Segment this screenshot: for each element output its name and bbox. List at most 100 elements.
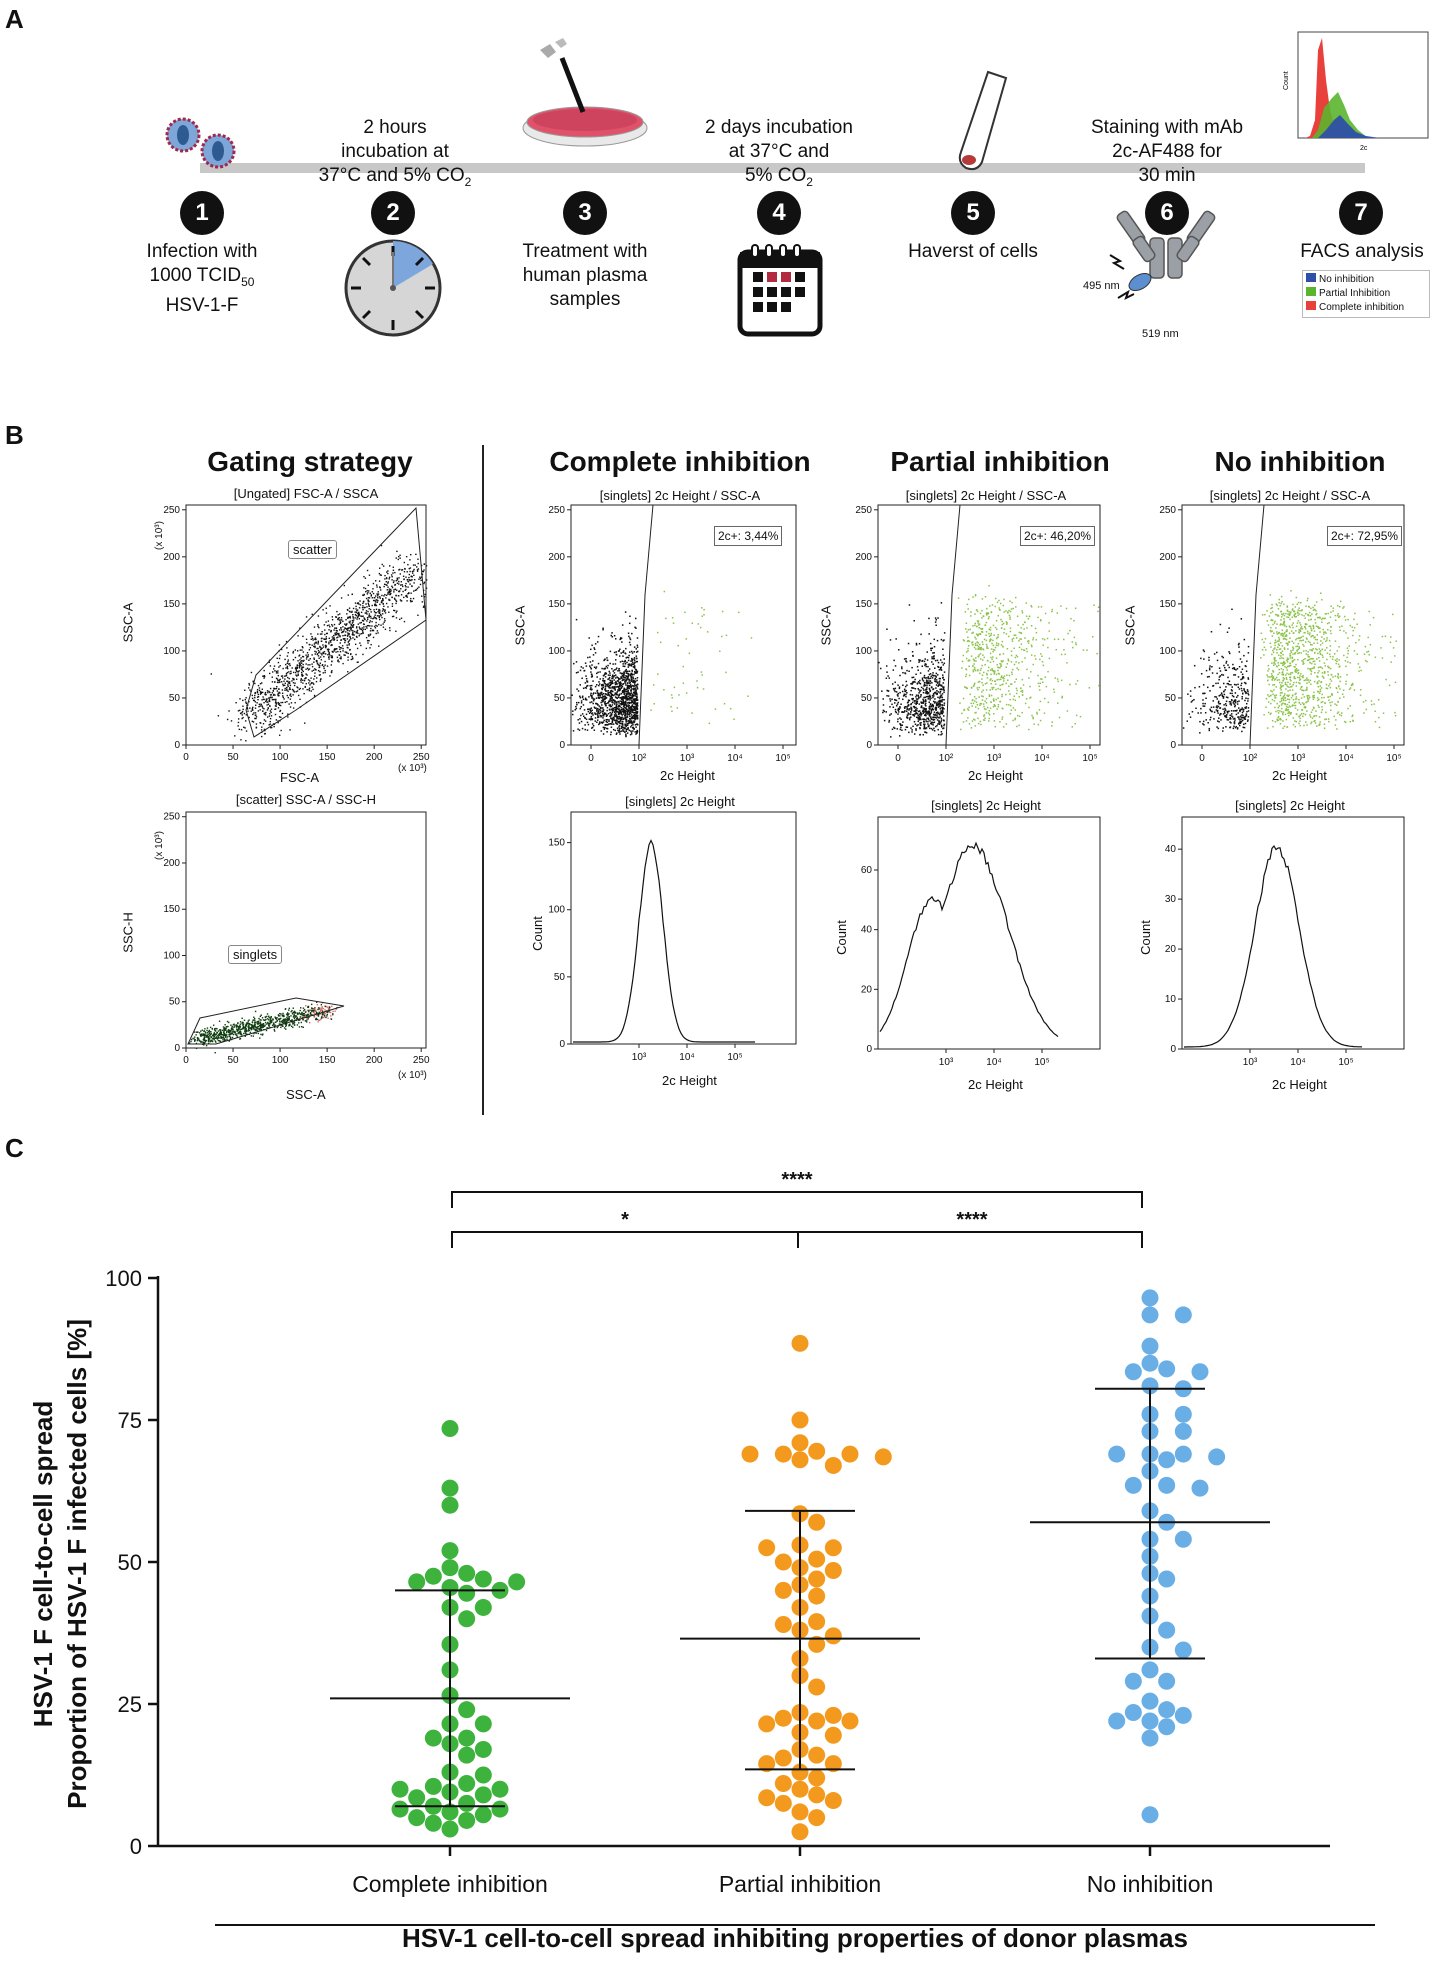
singlet-dot [226,1036,229,1038]
event-dot [597,635,600,638]
event-dot [725,634,728,637]
singlet-dot [294,1011,297,1014]
event-dot [927,665,929,668]
scatter-dot [352,619,355,621]
singlet-dot [250,1027,253,1029]
event-dot [593,648,596,651]
event-dot [893,726,895,729]
scatter-dot [307,654,309,656]
event-dot [937,728,939,731]
scatter-dot [381,610,384,612]
scatter-dot [409,570,411,573]
scatter-dot [267,707,269,710]
event-dot [627,659,630,662]
scatter-dot [366,593,369,595]
event-dot [1012,637,1015,640]
scatter-dot [379,618,381,621]
event-dot [910,711,912,713]
singlet-dot [206,1027,209,1029]
event-dot [995,688,997,691]
scatter-dot [362,605,364,607]
scatter-dot [241,717,243,720]
event-dot [911,687,914,689]
singlet-dot [280,1017,282,1020]
event-dot [595,697,598,699]
event-dot [598,684,600,687]
event-dot [626,697,628,699]
event-dot [943,698,945,701]
event-dot [624,695,627,697]
scatter-dot [317,655,320,657]
event-dot [997,703,1000,706]
scatter-dot [277,672,279,674]
event-dot [599,694,601,697]
event-dot [632,689,635,691]
scatter-dot [252,706,254,709]
scatter-dot [237,718,240,720]
scatter-dot [373,609,375,611]
scatter-dot [291,667,293,669]
singlet-dot [306,1014,309,1016]
scatter-dot [292,682,295,684]
scatter-dot [372,629,375,632]
event-dot [635,716,637,718]
event-dot [589,656,591,658]
gating-plot-1-xtick-label: 0 [183,752,189,763]
event-dot [626,710,628,713]
singlet-dot [239,1037,242,1040]
event-dot [889,714,891,716]
scatter-dot [366,639,369,642]
scatter-dot [357,614,360,616]
singlet-dot [262,1019,265,1021]
singlet-dot [320,1008,322,1010]
singlet-dot [326,1005,328,1008]
event-dot [703,608,705,611]
event-dot [935,709,937,711]
singlet-dot [305,1020,307,1022]
event-dot [620,713,622,715]
event-dot [942,664,945,666]
scatter-dot [299,698,301,701]
singlet-dot [288,1018,290,1021]
event-dot [925,720,928,723]
scatter-dot [379,611,381,613]
scatter-dot [349,636,351,639]
event-dot [974,642,977,645]
event-dot [618,731,620,733]
scatter-dot [393,580,395,582]
event-dot [634,714,637,716]
event-dot [911,682,913,685]
event-dot [941,709,944,712]
scatter-xtick-label: 0 [895,753,901,764]
scatter-dot [374,595,377,597]
step-number-2: 2 [371,191,415,235]
event-dot [984,683,987,685]
scatter-dot [364,577,367,579]
scatter-dot [289,729,291,731]
event-dot [942,686,944,688]
event-dot [611,667,613,670]
singlet-dot [304,1015,306,1017]
scatter-dot [348,627,350,629]
event-dot [990,634,992,637]
scatter-dot [362,615,364,617]
scatter-dot [274,713,277,716]
scatter-dot [368,600,370,603]
scatter-dot [273,725,275,728]
event-dot [962,639,965,641]
scatter-dot [342,630,345,633]
scatter-dot [374,599,376,602]
singlet-dot [255,1032,257,1034]
scatter-dot [408,573,411,576]
event-dot [1000,627,1003,629]
event-dot [1007,659,1010,662]
event-dot [1037,682,1040,685]
scatter-dot [399,584,402,586]
event-dot [629,638,632,641]
scatter-dot [404,584,407,587]
event-dot [988,694,991,696]
event-dot [896,728,899,730]
event-dot [634,680,637,683]
singlet-dot [240,1032,242,1035]
event-dot [615,722,617,724]
